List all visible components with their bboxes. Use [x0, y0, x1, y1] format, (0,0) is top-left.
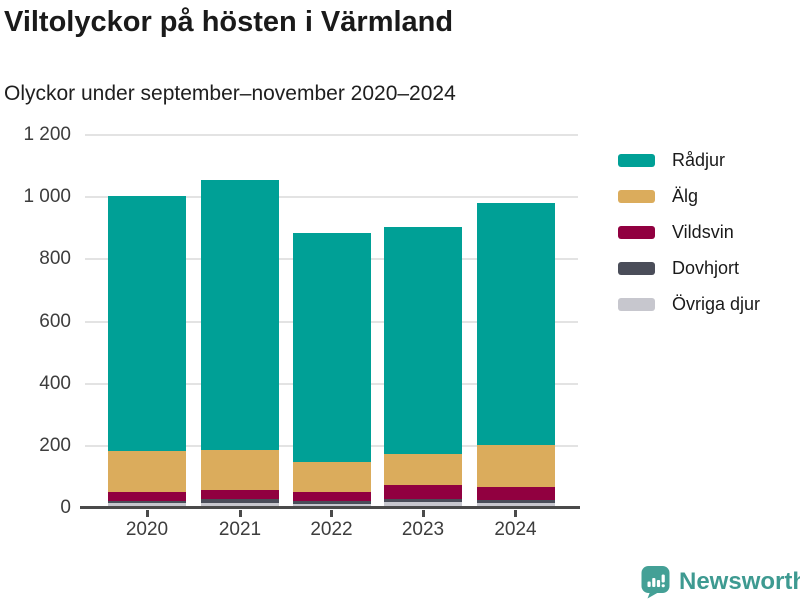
- legend-item-Övriga djur: Övriga djur: [618, 294, 760, 315]
- legend-label: Rådjur: [672, 150, 726, 170]
- stacked-bar-2024: [476, 202, 555, 508]
- x-axis-tick: [330, 510, 333, 517]
- bar-segment-Vildsvin: [108, 492, 186, 501]
- stacked-bar-2021: [201, 180, 279, 508]
- legend-item-Älg: Älg: [618, 186, 760, 207]
- stacked-bar-2020: [108, 195, 186, 508]
- legend-label: Övriga djur: [672, 294, 761, 314]
- y-axis-tick-label: 400: [39, 372, 71, 394]
- legend-swatch-icon: [618, 154, 655, 167]
- y-axis-tick-label: 0: [60, 497, 71, 518]
- bar-segment-Dovhjort: [292, 501, 371, 504]
- legend-label: Dovhjort: [672, 258, 740, 278]
- bar-segment-Rådjur: [201, 180, 279, 450]
- chart-title: Viltolyckor på hösten i Värmland: [4, 6, 454, 38]
- bar-segment-Vildsvin: [201, 489, 279, 500]
- y-axis-tick-label: 800: [39, 248, 71, 270]
- x-axis-tick-label: 2020: [125, 519, 169, 540]
- x-axis-tick: [514, 510, 517, 517]
- bar-segment-Dovhjort: [384, 499, 462, 502]
- bar-segment-Älg: [108, 450, 186, 493]
- bar-segment-Vildsvin: [292, 492, 371, 502]
- x-axis-tick: [145, 510, 149, 517]
- gridline-y-1000: [85, 196, 578, 199]
- legend-label: Älg: [672, 186, 699, 206]
- stacked-bar-2023: [384, 227, 462, 508]
- brand-logo: Newsworthy: [640, 564, 800, 599]
- legend-item-Rådjur: Rådjur: [618, 150, 760, 171]
- x-axis-tick-label: 2021: [218, 519, 262, 540]
- newsworthy-logo-icon: [641, 566, 670, 599]
- bar-segment-Övriga djur: [108, 503, 186, 508]
- x-axis-tick-label: 2022: [310, 519, 353, 540]
- y-axis-tick-label: 1 200: [23, 124, 71, 145]
- bar-segment-Övriga djur: [201, 502, 279, 508]
- gridline-y-1200: [85, 134, 578, 136]
- bar-segment-Älg: [201, 449, 279, 490]
- y-axis-tick-label: 600: [39, 310, 71, 332]
- bar-segment-Vildsvin: [476, 487, 555, 500]
- bar-segment-Övriga djur: [292, 503, 371, 508]
- bar-segment-Vildsvin: [384, 485, 462, 500]
- legend-swatch-icon: [618, 190, 655, 203]
- bar-segment-Rådjur: [476, 202, 555, 445]
- bar-segment-Rådjur: [384, 227, 462, 454]
- x-axis-tick-label: 2023: [401, 519, 445, 540]
- x-axis-line: [80, 506, 580, 509]
- y-axis-tick-label: 1 000: [23, 186, 71, 208]
- legend-swatch-icon: [618, 262, 655, 275]
- legend-swatch-icon: [618, 298, 655, 311]
- x-axis-tick: [421, 510, 425, 517]
- plot-area: 0 200 400 600 800 1 000 1 200 2020 2021 2022 2023 2…: [23, 125, 580, 540]
- brand-name: Newsworthy: [679, 567, 800, 595]
- bar-segment-Älg: [476, 444, 555, 488]
- bar-segment-Rådjur: [292, 232, 371, 462]
- stacked-bar-2022: [292, 232, 371, 508]
- bar-segment-Älg: [292, 461, 371, 493]
- bar-segment-Dovhjort: [201, 499, 279, 503]
- bar-segment-Rådjur: [108, 195, 186, 451]
- x-axis-tick-label: 2024: [494, 519, 537, 540]
- bar-segment-Övriga djur: [476, 502, 555, 508]
- bar-segment-Övriga djur: [384, 501, 462, 508]
- legend: Rådjur Älg Vildsvin Dovhjort Övriga djur: [618, 150, 760, 330]
- legend-label: Vildsvin: [672, 222, 734, 242]
- y-axis-tick-label: 200: [39, 434, 71, 456]
- bar-segment-Älg: [384, 453, 462, 485]
- x-axis-tick: [238, 510, 242, 517]
- bar-segment-Dovhjort: [108, 500, 186, 504]
- bar-segment-Dovhjort: [476, 499, 555, 503]
- chart-subtitle: Olyckor under september–november 2020–20…: [4, 82, 456, 105]
- legend-swatch-icon: [618, 226, 655, 239]
- legend-item-Dovhjort: Dovhjort: [618, 258, 760, 279]
- legend-item-Vildsvin: Vildsvin: [618, 222, 760, 243]
